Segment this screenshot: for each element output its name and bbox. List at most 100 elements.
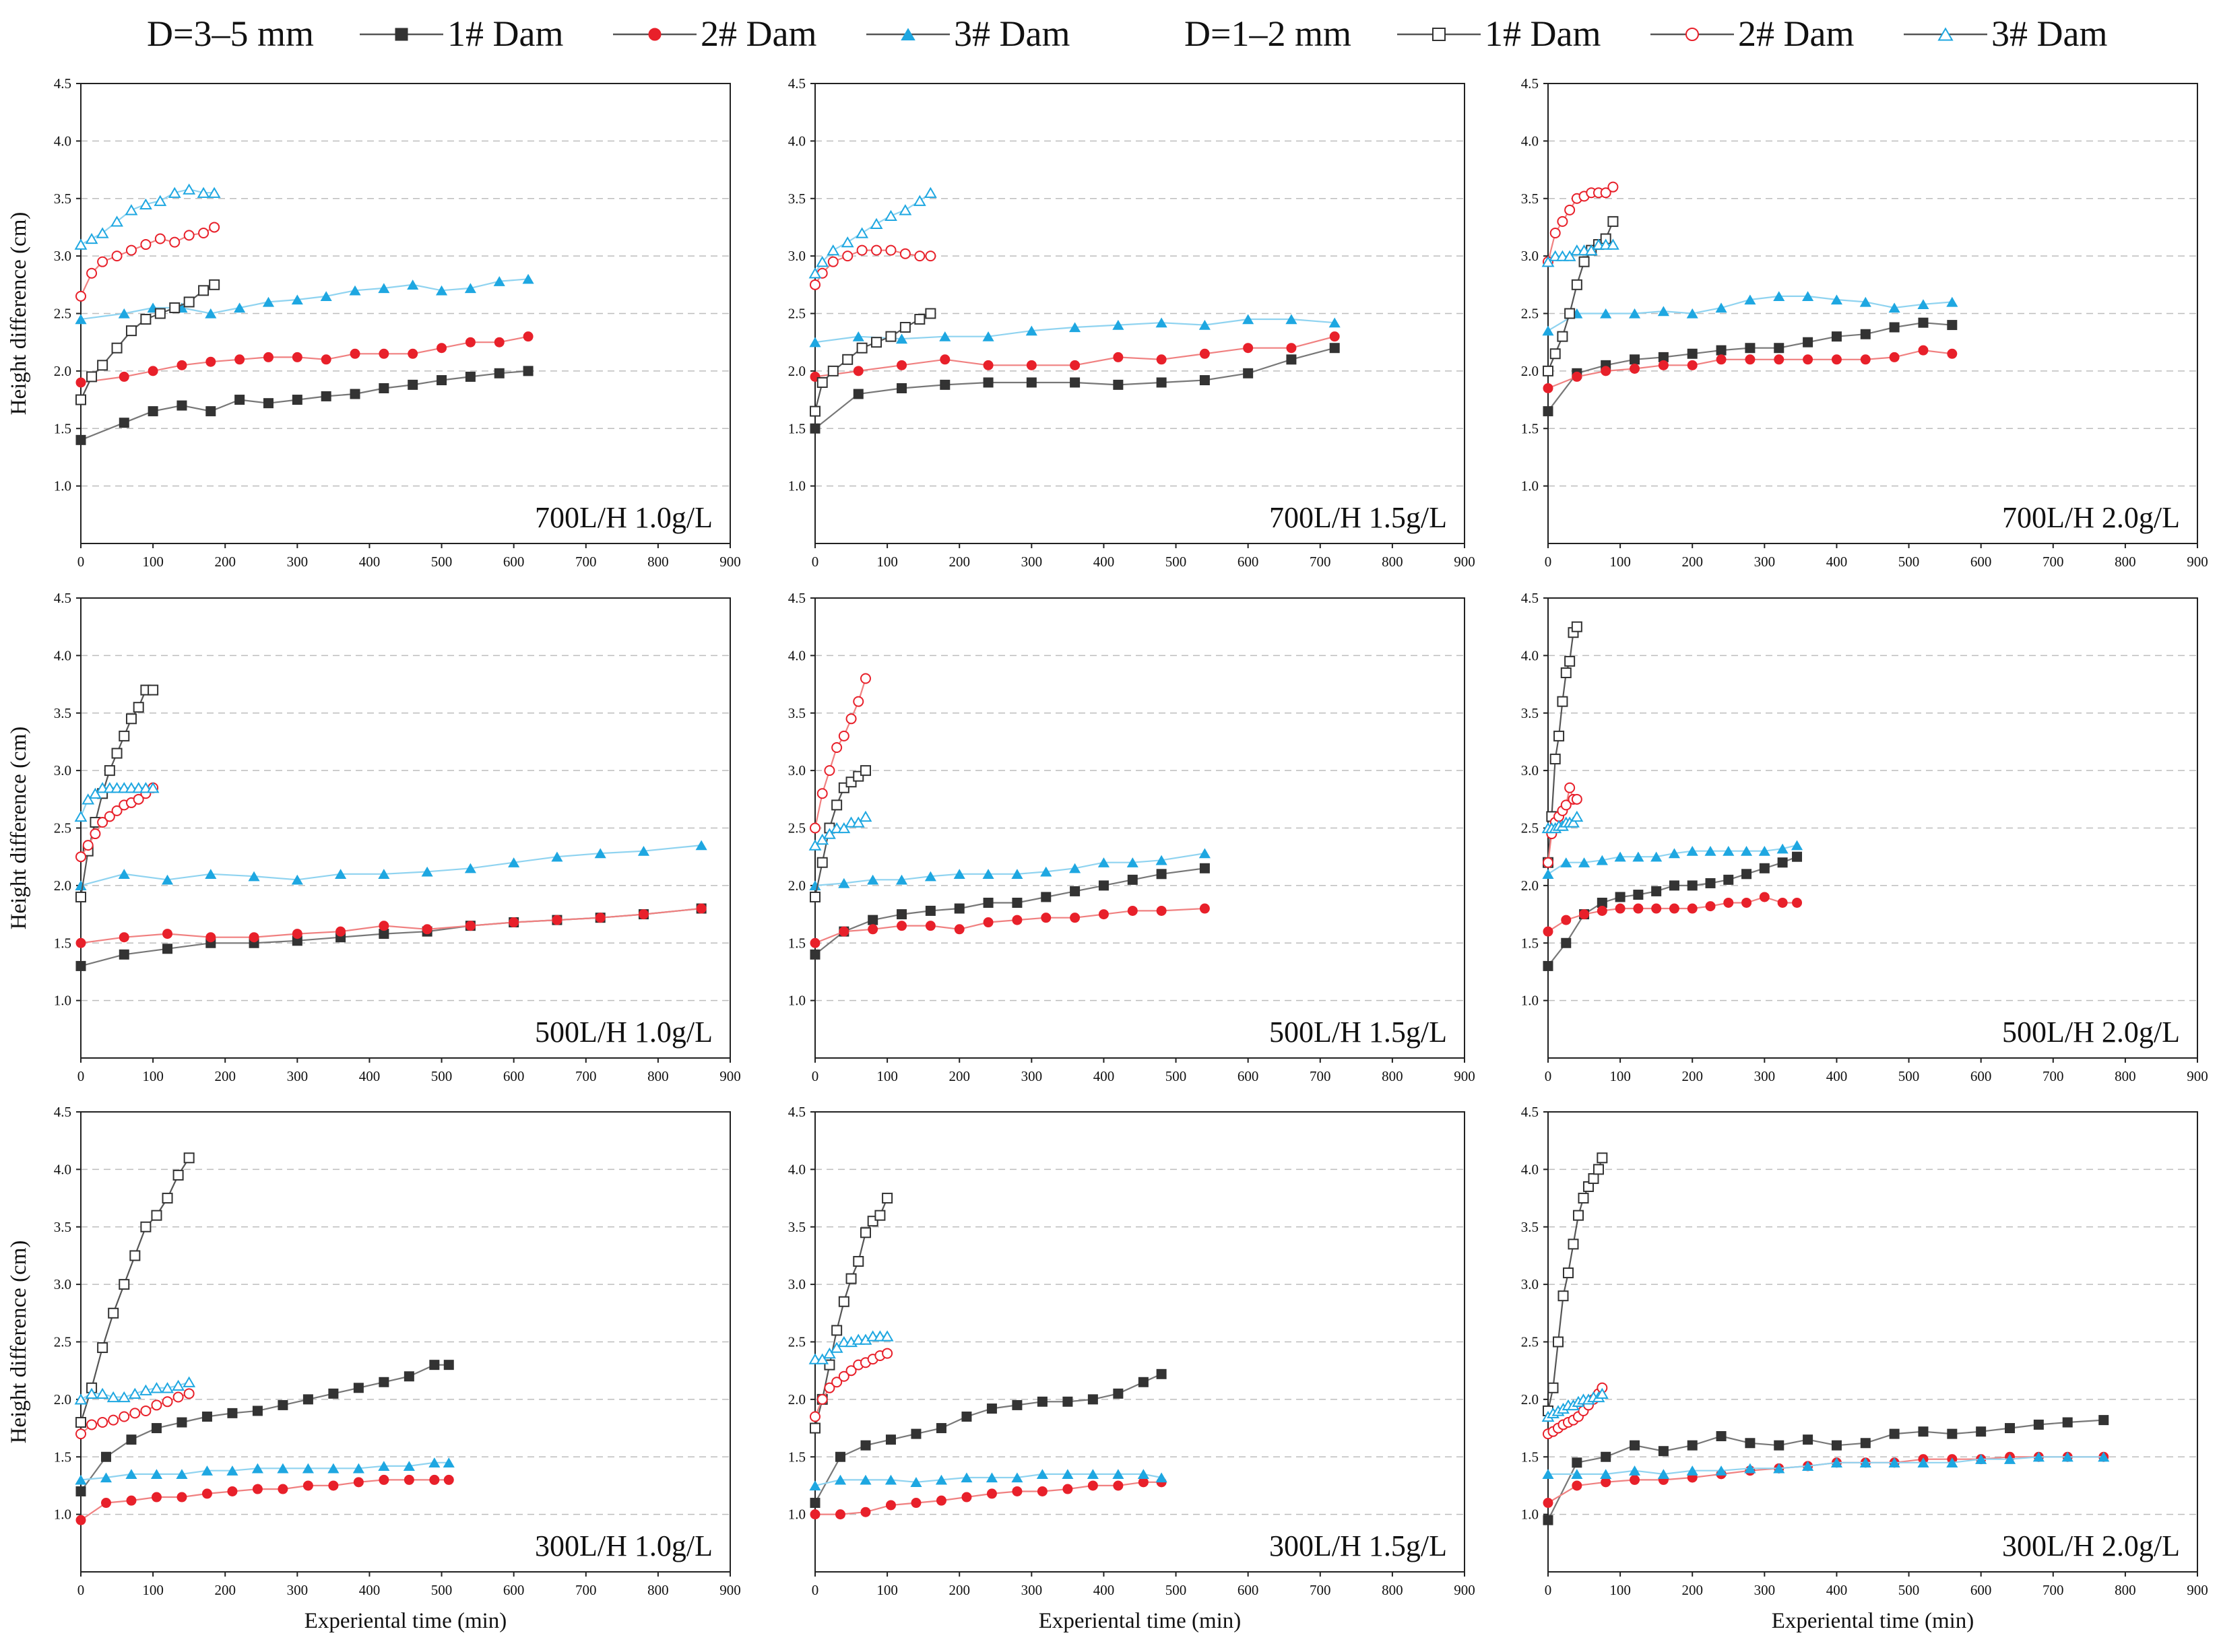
y-tick-label: 1.0 (54, 1507, 71, 1523)
data-point (837, 822, 851, 834)
data-point (1600, 1469, 1612, 1480)
data-point (201, 1411, 212, 1422)
data-point (234, 354, 245, 365)
data-point (75, 434, 86, 445)
y-tick-label: 3.0 (1521, 762, 1539, 779)
data-point (1716, 354, 1727, 365)
data-point (320, 291, 332, 302)
data-point (183, 1152, 195, 1164)
y-tick-label: 3.5 (1521, 705, 1539, 721)
x-tick-label: 500 (431, 554, 453, 570)
series-s3 (75, 1152, 195, 1428)
x-tick-label: 100 (142, 1582, 164, 1598)
series-s5 (808, 187, 937, 279)
data-point (1568, 1238, 1579, 1250)
series-s5 (1541, 810, 1584, 834)
series-s1 (75, 903, 707, 948)
data-point (209, 279, 220, 290)
data-point (1792, 897, 1803, 908)
x-tick-label: 500 (1165, 1582, 1187, 1598)
data-point (1012, 915, 1023, 925)
data-point (1668, 848, 1681, 859)
data-point (1037, 1396, 1048, 1407)
series-s4 (75, 1388, 195, 1440)
data-point (327, 1463, 340, 1474)
series-s2 (75, 1457, 455, 1485)
data-point (899, 248, 911, 259)
data-point (494, 337, 505, 348)
data-point (835, 1509, 845, 1520)
data-point (428, 1457, 441, 1467)
data-point (1543, 1515, 1553, 1525)
data-point (129, 1408, 141, 1419)
data-point (827, 365, 839, 376)
x-tick-label: 900 (1454, 1582, 1475, 1598)
panel-7: 1.0 1.5 2.0 2.5 3.0 3.5 4.0 4.5 0 100 200 300 400 500… (7, 1104, 741, 1633)
data-point (924, 187, 937, 198)
data-point (1137, 1469, 1149, 1480)
data-point (378, 869, 390, 879)
legend-entry-s4: 2# Dam (1650, 13, 1854, 54)
data-point (1155, 317, 1167, 328)
data-point (1087, 1394, 1098, 1405)
data-point (111, 251, 123, 262)
data-point (1777, 857, 1788, 868)
y-tick-label: 3.0 (54, 248, 71, 264)
data-point (1543, 365, 1553, 376)
legend-label: 3# Dam (1991, 13, 2107, 54)
data-point (1087, 1469, 1099, 1480)
data-point (85, 1387, 98, 1399)
data-point (133, 702, 144, 713)
data-point (353, 1477, 364, 1488)
data-point (252, 1484, 263, 1494)
data-point (810, 279, 821, 290)
data-point (2033, 1419, 2044, 1430)
data-point (1745, 1438, 1756, 1449)
data-point (74, 238, 88, 250)
data-point (198, 285, 210, 296)
data-point (925, 251, 936, 262)
data-point (1243, 368, 1254, 378)
data-point (1572, 1480, 1582, 1491)
data-point (1669, 903, 1679, 914)
y-tick-label: 1.5 (1521, 935, 1539, 951)
data-point (1651, 903, 1662, 914)
series-s0 (75, 1360, 454, 1496)
data-point (914, 251, 926, 262)
data-point (183, 1388, 195, 1399)
data-point (1198, 848, 1211, 859)
x-tick-label: 800 (2115, 554, 2136, 570)
data-point (86, 267, 98, 279)
data-point (1578, 1193, 1589, 1204)
data-point (870, 218, 883, 229)
data-point (1011, 1472, 1023, 1483)
series-s4 (75, 222, 220, 302)
x-tick-label: 800 (1382, 1068, 1403, 1084)
y-tick-label: 2.0 (788, 1391, 806, 1408)
data-point (82, 840, 94, 851)
panel-2: 1.0 1.5 2.0 2.5 3.0 3.5 4.0 4.5 0 100 200 300 400 500… (788, 75, 1475, 570)
data-point (100, 1451, 111, 1462)
x-tick-label: 300 (1754, 1068, 1776, 1084)
data-point (810, 405, 821, 417)
series-s5 (1541, 1387, 1609, 1422)
x-tick-label: 300 (1021, 1582, 1043, 1598)
data-point (841, 236, 854, 248)
data-point (110, 216, 123, 227)
data-point (810, 822, 821, 834)
data-point (1687, 903, 1698, 914)
x-axis-label: Experiental time (min) (1772, 1609, 1974, 1633)
data-point (954, 903, 965, 914)
series-s1 (1543, 892, 1803, 937)
data-point (838, 1296, 849, 1307)
data-point (1615, 903, 1626, 914)
data-point (150, 1382, 163, 1393)
x-tick-label: 500 (1165, 554, 1187, 570)
legend-label: 1# Dam (1485, 13, 1601, 54)
data-point (140, 1405, 152, 1416)
data-point (885, 331, 897, 342)
data-point (1889, 352, 1900, 362)
data-point (1774, 1440, 1784, 1451)
data-point (128, 1387, 141, 1399)
series-line (80, 1461, 449, 1481)
